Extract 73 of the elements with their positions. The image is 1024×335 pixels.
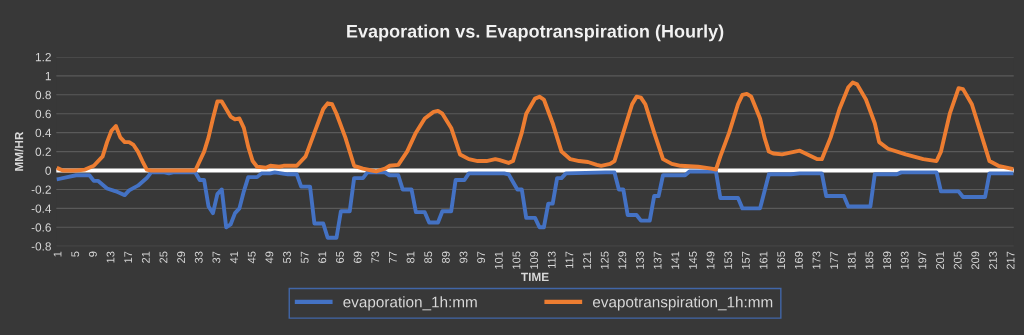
x-tick-label: 81 <box>406 251 415 263</box>
x-tick-label: 141 <box>671 251 680 269</box>
y-tick-label: -0.4 <box>31 204 52 213</box>
x-tick-label: 201 <box>936 251 944 270</box>
x-tick-label: 13 <box>106 251 115 263</box>
x-tick-label: 153 <box>724 251 733 269</box>
x-tick-label: 85 <box>424 251 433 263</box>
x-tick-label: 93 <box>459 251 468 263</box>
x-tick-label: 109 <box>530 251 539 269</box>
y-tick-label: 0.2 <box>35 147 51 156</box>
x-tick-label: 25 <box>159 251 168 263</box>
x-tick-label: 89 <box>441 251 450 263</box>
x-tick-label: 77 <box>389 251 397 263</box>
chart-title: Evaporation vs. Evapotranspiration (Hourly) <box>347 24 724 42</box>
line-series <box>56 169 1014 240</box>
x-tick-label: 53 <box>283 251 291 263</box>
x-tick-label: 173 <box>812 251 821 269</box>
x-tick-label: 73 <box>371 251 380 263</box>
x-tick-label: 213 <box>989 251 997 270</box>
y-tick-label: 1.2 <box>35 52 51 62</box>
x-tick-label: 217 <box>1006 251 1015 270</box>
x-tick-label: 117 <box>565 251 574 268</box>
legend-label: evaporation_1h:mm <box>343 296 477 311</box>
y-tick-label: 0 <box>45 166 51 175</box>
y-tick-label: -0.6 <box>31 223 51 232</box>
x-tick-label: 149 <box>706 251 715 269</box>
legend-label: evapotranspiration_1h:mm <box>592 296 773 311</box>
x-tick-label: 137 <box>653 251 662 269</box>
x-tick-label: 5 <box>71 251 80 257</box>
x-tick-label: 197 <box>918 251 927 269</box>
x-tick-label: 193 <box>900 251 909 269</box>
x-tick-label: 181 <box>847 251 856 269</box>
x-tick-label: 209 <box>971 251 980 270</box>
x-tick-label: 45 <box>247 251 256 264</box>
x-tick-label: 69 <box>353 251 362 263</box>
x-tick-label: 29 <box>177 251 186 263</box>
y-tick-label: 1 <box>45 72 51 81</box>
x-tick-label: 129 <box>618 251 627 269</box>
x-tick-label: 1 <box>53 251 62 257</box>
x-tick-label: 49 <box>265 251 274 264</box>
x-tick-label: 57 <box>300 251 309 263</box>
x-tick-label: 125 <box>600 251 609 269</box>
x-tick-label: 121 <box>583 251 591 269</box>
y-axis-title: MM/HR <box>14 131 24 171</box>
y-tick-label: -0.8 <box>31 242 51 251</box>
x-tick-label: 165 <box>777 251 786 269</box>
x-tick-label: 113 <box>547 251 556 268</box>
x-tick-label: 101 <box>494 251 503 269</box>
x-tick-label: 105 <box>512 251 521 269</box>
x-tick-label: 41 <box>230 251 238 264</box>
line-series <box>56 80 1014 174</box>
x-tick-label: 185 <box>865 251 874 269</box>
x-tick-label: 65 <box>336 251 344 263</box>
y-tick-label: -0.2 <box>31 185 51 194</box>
x-tick-label: 61 <box>318 251 327 263</box>
y-tick-label: 0.4 <box>35 128 52 138</box>
x-tick-label: 17 <box>124 251 132 263</box>
x-tick-label: 205 <box>953 251 962 270</box>
x-tick-label: 37 <box>212 251 221 264</box>
x-tick-label: 157 <box>742 251 750 269</box>
y-tick-label: 0.8 <box>35 90 51 100</box>
x-tick-label: 169 <box>794 251 803 269</box>
x-tick-label: 9 <box>88 251 97 257</box>
x-tick-label: 97 <box>477 251 486 263</box>
x-tick-label: 161 <box>759 251 768 269</box>
x-tick-label: 189 <box>883 251 891 269</box>
x-tick-label: 145 <box>689 251 697 269</box>
y-tick-label: 0.6 <box>35 109 51 119</box>
x-tick-label: 133 <box>636 251 644 269</box>
x-tick-label: 177 <box>830 251 838 269</box>
x-axis-title: TIME <box>521 272 549 281</box>
x-tick-label: 33 <box>194 251 203 264</box>
x-tick-label: 21 <box>141 251 150 263</box>
